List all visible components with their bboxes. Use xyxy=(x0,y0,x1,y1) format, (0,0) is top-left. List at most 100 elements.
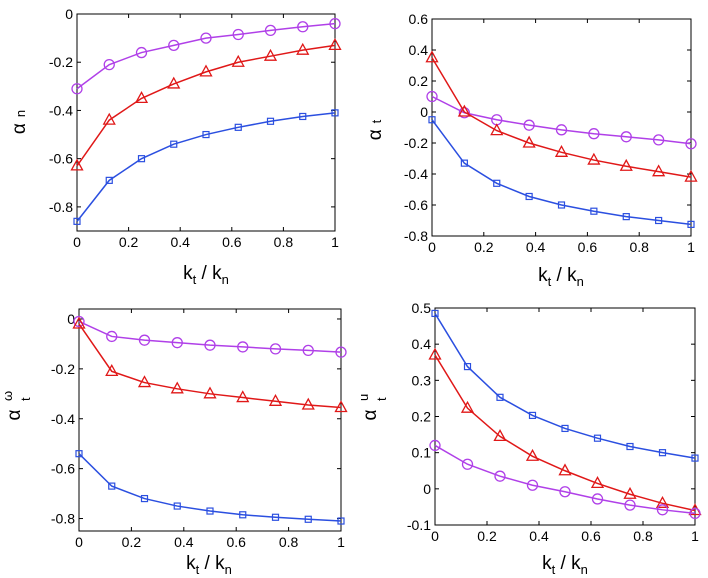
x-tick-label: 0.8 xyxy=(274,234,294,250)
data-point-square xyxy=(691,454,699,462)
plot-frame xyxy=(431,18,692,237)
svg-text:ω: ω xyxy=(0,391,15,401)
y-tick-label: -0.8 xyxy=(51,511,75,527)
data-point-triangle xyxy=(460,400,475,413)
plot-area: 0 0.2 0.4 0.6 0.8 1 -0.8 -0.6 -0.4 -0.2 0 0.2 0.4 0.6 xyxy=(404,11,698,255)
data-point-circle xyxy=(204,339,216,351)
series-line xyxy=(78,320,342,353)
data-point-circle xyxy=(526,479,539,491)
data-point-circle xyxy=(588,128,600,140)
data-point-triangle xyxy=(72,316,86,329)
y-tick-label: -0.6 xyxy=(51,461,75,477)
data-point-square xyxy=(431,309,439,318)
data-point-square xyxy=(271,513,280,521)
data-point-circle xyxy=(559,486,571,498)
y-tick-label: -0.6 xyxy=(404,197,428,213)
data-point-triangle xyxy=(558,463,572,476)
data-point-square xyxy=(593,434,602,442)
data-point-circle xyxy=(335,346,347,358)
data-point-circle xyxy=(591,493,604,505)
y-tick-label: -0.2 xyxy=(51,361,75,377)
data-point-triangle xyxy=(296,42,310,55)
svg-text:α: α xyxy=(4,409,25,420)
data-point-square xyxy=(140,494,149,503)
x-axis-label: kt / kn xyxy=(183,263,229,287)
series-line xyxy=(76,22,336,90)
panel-alpha-t: kt / kn αt 0 0.2 0.4 0.6 0.8 1 -0.8 -0.6 -0.4 -0.… xyxy=(365,11,698,289)
y-tick-label: 0.5 xyxy=(412,300,432,316)
data-point-square xyxy=(493,179,501,187)
data-point-circle xyxy=(461,458,474,470)
x-tick-label: 0.6 xyxy=(222,234,242,250)
x-tick-label: 1 xyxy=(331,234,339,250)
data-point-square xyxy=(173,502,181,510)
data-point-circle xyxy=(689,507,701,520)
data-point-square xyxy=(626,442,634,451)
y-axis-label: α u t xyxy=(356,394,389,421)
y-tick-label: 0.4 xyxy=(412,336,432,352)
data-point-triangle xyxy=(623,486,637,499)
data-point-circle xyxy=(656,504,669,516)
data-point-circle xyxy=(555,124,568,136)
data-point-square xyxy=(331,109,339,117)
data-point-circle xyxy=(620,131,632,143)
data-point-square xyxy=(561,424,569,433)
series-line xyxy=(431,119,692,226)
data-point-circle xyxy=(652,134,665,146)
svg-text:t: t xyxy=(18,397,33,401)
data-point-circle xyxy=(458,107,471,119)
data-point-triangle xyxy=(334,400,348,413)
data-point-square xyxy=(337,517,345,525)
y-tick-label: 0.6 xyxy=(409,11,429,27)
data-point-circle xyxy=(237,341,249,353)
data-point-circle xyxy=(624,499,636,511)
data-point-circle xyxy=(269,343,282,355)
x-tick-label: 0.8 xyxy=(633,528,653,544)
plot-area: 0 0.2 0.4 0.6 0.8 1 -0.8 -0.6 -0.4 -0.2 0 xyxy=(49,6,342,250)
x-tick-label: 0.6 xyxy=(226,534,246,550)
data-point-square xyxy=(299,112,307,121)
plot-frame xyxy=(434,307,696,526)
x-tick-label: 0 xyxy=(428,239,436,255)
svg-text:t: t xyxy=(374,397,389,401)
data-point-square xyxy=(525,192,533,201)
y-tick-label: 0.3 xyxy=(412,372,432,388)
data-point-triangle xyxy=(655,495,670,508)
data-point-square xyxy=(202,130,210,139)
series-line xyxy=(431,95,692,145)
data-point-triangle xyxy=(554,144,569,157)
x-tick-label: 0.4 xyxy=(174,534,194,550)
data-point-square xyxy=(687,220,695,228)
data-point-square xyxy=(75,450,83,458)
x-tick-label: 0 xyxy=(73,234,81,250)
data-point-square xyxy=(108,482,116,490)
data-point-square xyxy=(528,411,537,420)
data-point-triangle xyxy=(105,364,119,377)
data-point-square xyxy=(234,123,242,131)
data-point-circle xyxy=(232,28,244,41)
x-tick-label: 0.6 xyxy=(581,528,601,544)
data-point-square xyxy=(428,116,436,124)
data-point-circle xyxy=(200,32,212,44)
x-axis-label: kt / kn xyxy=(538,265,584,289)
panel-alpha-n: kt / kn αn 0 0.2 0.4 0.6 0.8 1 -0.8 -0.6 -0.4 -0.… xyxy=(9,6,342,287)
y-tick-label: -0.4 xyxy=(51,411,75,427)
y-tick-label: 0.4 xyxy=(409,42,429,58)
data-point-square xyxy=(460,159,468,167)
series-line xyxy=(434,354,696,512)
data-point-circle xyxy=(426,90,438,103)
series-line xyxy=(431,57,692,178)
y-tick-label: -0.8 xyxy=(404,228,428,244)
data-point-square xyxy=(73,217,81,225)
data-point-triangle xyxy=(652,164,666,177)
data-point-circle xyxy=(494,470,506,482)
data-point-square xyxy=(304,515,312,523)
data-point-circle xyxy=(264,24,277,37)
x-tick-label: 0.4 xyxy=(170,234,190,250)
x-tick-label: 1 xyxy=(691,528,699,544)
data-point-square xyxy=(622,213,630,221)
data-point-triangle xyxy=(203,386,217,399)
data-point-triangle xyxy=(102,112,116,125)
y-tick-label: -0.2 xyxy=(49,54,73,70)
data-point-triangle xyxy=(587,152,601,165)
